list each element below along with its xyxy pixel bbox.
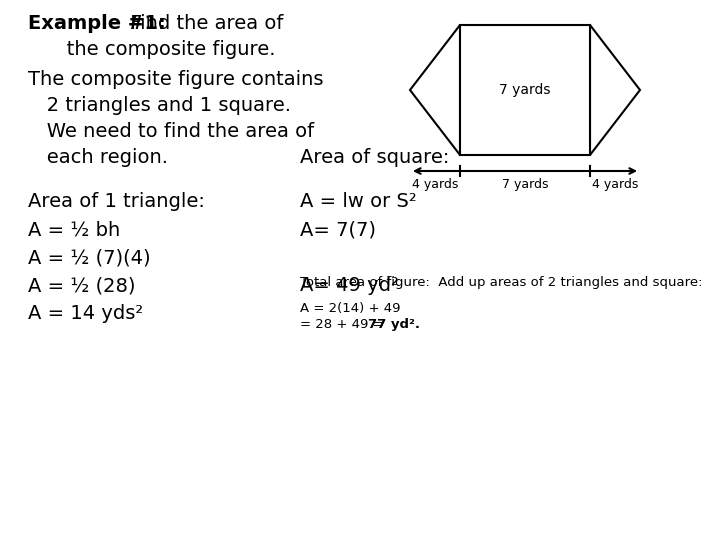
Text: Area of square:: Area of square: <box>300 148 449 167</box>
Polygon shape <box>410 25 460 155</box>
Text: Area of 1 triangle:: Area of 1 triangle: <box>28 192 205 211</box>
Text: 2 triangles and 1 square.: 2 triangles and 1 square. <box>28 96 291 115</box>
Bar <box>460 25 590 155</box>
Text: A= 7(7): A= 7(7) <box>300 220 376 239</box>
Polygon shape <box>590 25 640 155</box>
Text: A= 49 yd²: A= 49 yd² <box>300 276 399 295</box>
Text: A = ½ bh: A = ½ bh <box>28 220 120 239</box>
Text: = 28 + 49 =: = 28 + 49 = <box>300 318 388 331</box>
Text: Total area of figure:  Add up areas of 2 triangles and square:: Total area of figure: Add up areas of 2 … <box>300 276 703 289</box>
Text: The composite figure contains: The composite figure contains <box>28 70 323 89</box>
Text: A = 2(14) + 49: A = 2(14) + 49 <box>300 302 400 315</box>
Text: 7 yards: 7 yards <box>502 178 548 191</box>
Text: 4 yards: 4 yards <box>592 178 638 191</box>
Text: 7 yards: 7 yards <box>499 83 551 97</box>
Text: 4 yards: 4 yards <box>412 178 458 191</box>
Text: A = 14 yds²: A = 14 yds² <box>28 304 143 323</box>
Text: 77 yd².: 77 yd². <box>368 318 420 331</box>
Text: A = ½ (28): A = ½ (28) <box>28 276 135 295</box>
Text: the composite figure.: the composite figure. <box>48 40 276 59</box>
Text: We need to find the area of: We need to find the area of <box>28 122 314 141</box>
Text: Find the area of: Find the area of <box>124 14 284 33</box>
Text: Example #1:: Example #1: <box>28 14 166 33</box>
Text: A = lw or S²: A = lw or S² <box>300 192 417 211</box>
Text: A = ½ (7)(4): A = ½ (7)(4) <box>28 248 150 267</box>
Text: each region.: each region. <box>28 148 168 167</box>
